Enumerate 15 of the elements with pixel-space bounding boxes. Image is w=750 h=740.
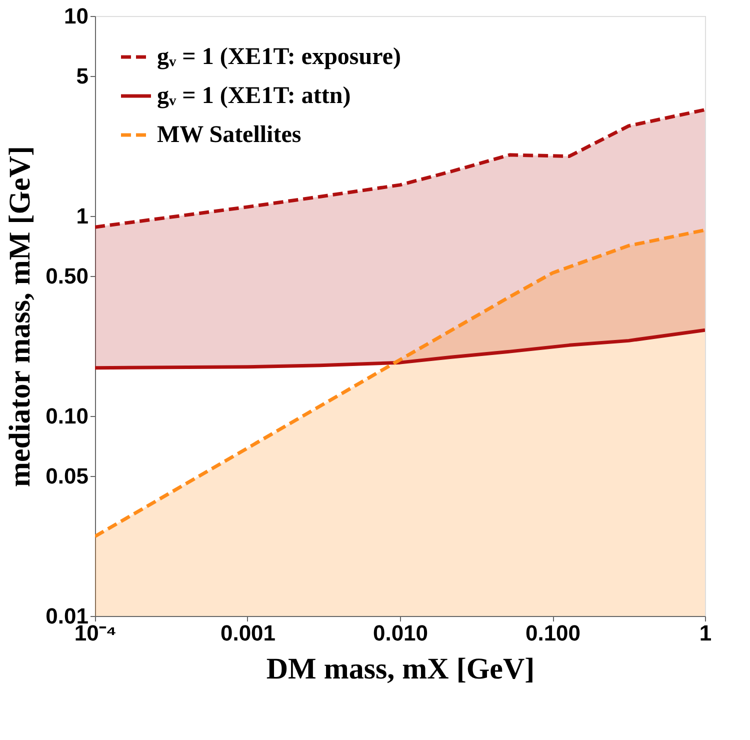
x-tick-label: 0.001 — [220, 620, 276, 646]
y-tick-label: 5 — [76, 64, 88, 89]
x-tick-label: 0.100 — [525, 620, 581, 646]
x-tick-label: 1 — [699, 620, 712, 646]
legend-label: gᵥ = 1 (XE1T: exposure) — [157, 44, 401, 70]
y-tick-label: 0.10 — [46, 404, 88, 428]
x-tick-label: 0.010 — [372, 620, 428, 646]
y-tick-label: 10 — [64, 4, 88, 28]
y-tick-label: 1 — [76, 204, 88, 228]
x-axis-title: DM mass, mX [GeV] — [266, 652, 535, 686]
y-tick-label: 0.50 — [46, 264, 88, 289]
legend-label: MW Satellites — [157, 122, 302, 148]
y-axis-title: mediator mass, mM [GeV] — [4, 146, 37, 488]
legend-label: gᵥ = 1 (XE1T: attn) — [157, 83, 351, 109]
y-tick-label: 0.05 — [46, 464, 88, 489]
